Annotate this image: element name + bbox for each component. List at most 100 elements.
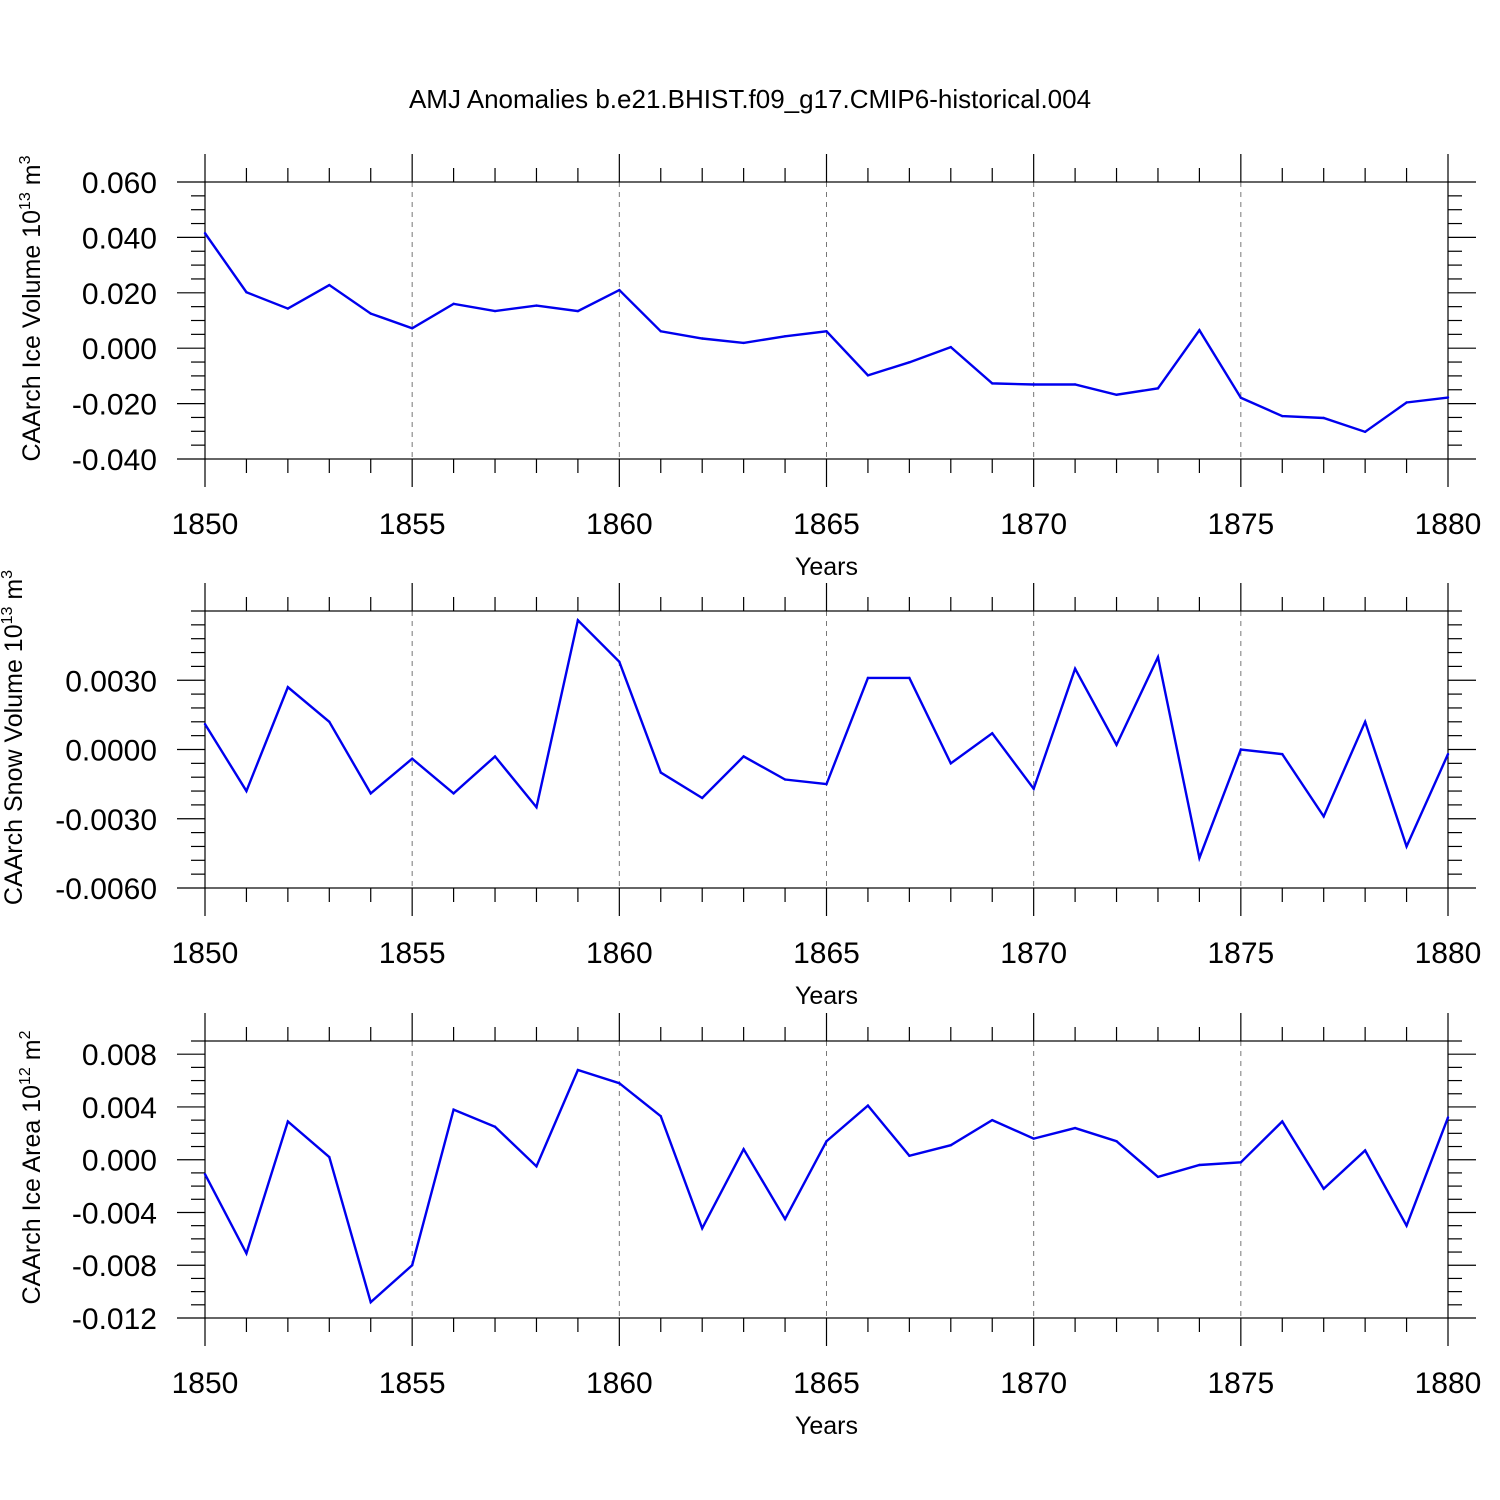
data-point	[1073, 1126, 1077, 1130]
panel-1: 1850 1855 1860 1865 1870 1875 1880 Years -0.040 -…	[17, 154, 1481, 581]
y-tick-label: -0.012	[72, 1303, 157, 1336]
data-point	[783, 1217, 787, 1221]
data-point	[1322, 815, 1325, 818]
data-point	[535, 304, 538, 307]
data-point	[328, 720, 331, 723]
y-tick-label: -0.040	[72, 444, 157, 477]
data-point	[1281, 1120, 1284, 1123]
data-point	[908, 1154, 911, 1157]
data-point	[659, 330, 662, 333]
data-point	[286, 1120, 290, 1123]
x-tick-label: 1870	[1000, 1367, 1067, 1400]
data-point	[1363, 1149, 1367, 1152]
data-point	[1115, 743, 1118, 747]
x-tick-label: 1855	[379, 937, 446, 970]
data-point	[908, 676, 911, 680]
data-point	[1115, 393, 1118, 396]
data-point	[452, 1108, 455, 1111]
y-tick-label: 0.020	[82, 278, 157, 311]
x-tick-label: 1850	[172, 1367, 239, 1400]
data-point	[701, 796, 704, 800]
data-point	[825, 1140, 828, 1143]
data-point	[1032, 383, 1035, 386]
data-point	[203, 1173, 207, 1176]
data-point	[1198, 1163, 1201, 1167]
y-tick-label: 0.0030	[65, 665, 157, 698]
data-point	[742, 341, 745, 345]
data-point	[618, 288, 621, 292]
y-tick-label: 0.008	[82, 1039, 157, 1072]
data-point	[1156, 387, 1160, 390]
data-point	[1198, 328, 1201, 332]
y-axis-label: CAArch Snow Volume 1013 m3	[0, 570, 28, 905]
data-point	[1363, 430, 1367, 434]
x-tick-label: 1865	[793, 508, 860, 541]
data-point	[1239, 396, 1243, 399]
chart-title: AMJ Anomalies b.e21.BHIST.f09_g17.CMIP6-…	[409, 84, 1091, 114]
data-point	[245, 789, 248, 793]
data-point	[452, 302, 455, 306]
data-point	[203, 232, 207, 235]
data-point	[245, 1252, 248, 1255]
data-point	[742, 1147, 745, 1151]
data-point	[659, 1114, 662, 1118]
data-point	[866, 374, 870, 377]
y-tick-label: -0.004	[72, 1197, 157, 1230]
data-point	[866, 1104, 870, 1107]
data-point	[493, 1125, 497, 1128]
data-point	[1156, 1175, 1160, 1179]
data-point	[328, 283, 331, 287]
data-point	[369, 312, 372, 315]
data-point	[908, 361, 911, 364]
data-point	[1446, 1116, 1450, 1119]
y-tick-label: 0.0000	[65, 735, 157, 768]
x-tick-label: 1860	[586, 1367, 653, 1400]
data-point	[783, 335, 787, 338]
data-point	[1032, 787, 1035, 790]
data-point	[949, 345, 952, 349]
data-point	[203, 722, 207, 726]
y-tick-label: 0.000	[82, 333, 157, 366]
data-point	[866, 676, 870, 680]
x-tick-label: 1875	[1207, 508, 1274, 541]
data-point	[576, 619, 580, 622]
y-tick-label: 0.000	[82, 1145, 157, 1178]
data-point	[1322, 1187, 1325, 1190]
x-tick-label: 1860	[586, 508, 653, 541]
x-axis-label: Years	[795, 1412, 858, 1440]
x-tick-label: 1875	[1207, 1367, 1274, 1400]
data-point	[410, 757, 414, 760]
x-tick-label: 1855	[379, 508, 446, 541]
data-point	[410, 327, 414, 330]
data-point	[1239, 748, 1243, 751]
data-point	[410, 1264, 414, 1267]
data-point	[991, 732, 994, 735]
y-tick-label: -0.020	[72, 389, 157, 422]
x-tick-label: 1855	[379, 1367, 446, 1400]
data-point	[1405, 845, 1408, 848]
data-point	[328, 1155, 331, 1159]
panel-2: 1850 1855 1860 1865 1870 1875 1880 Years -0.0060…	[0, 570, 1481, 1010]
data-point	[286, 685, 290, 689]
data-point	[576, 1068, 580, 1072]
data-point	[369, 1300, 372, 1304]
panel-3: 1850 1855 1860 1865 1870 1875 1880 Years -0.012 -…	[17, 1013, 1481, 1440]
data-point	[618, 1082, 621, 1085]
data-point	[452, 792, 455, 795]
data-point	[949, 762, 952, 765]
x-tick-label: 1865	[793, 937, 860, 970]
y-tick-label: -0.0060	[55, 873, 157, 906]
data-point	[1446, 752, 1450, 756]
data-point	[991, 382, 994, 385]
data-point	[659, 771, 662, 774]
y-tick-label: 0.040	[82, 222, 157, 255]
data-point	[1032, 1137, 1035, 1140]
x-tick-label: 1880	[1415, 937, 1482, 970]
data-point	[1322, 416, 1325, 420]
y-tick-label: -0.008	[72, 1250, 157, 1283]
data-point	[1281, 752, 1284, 756]
x-tick-label: 1850	[172, 508, 239, 541]
y-axis-label: CAArch Ice Volume 1013 m3	[17, 155, 46, 461]
x-tick-label: 1875	[1207, 937, 1274, 970]
